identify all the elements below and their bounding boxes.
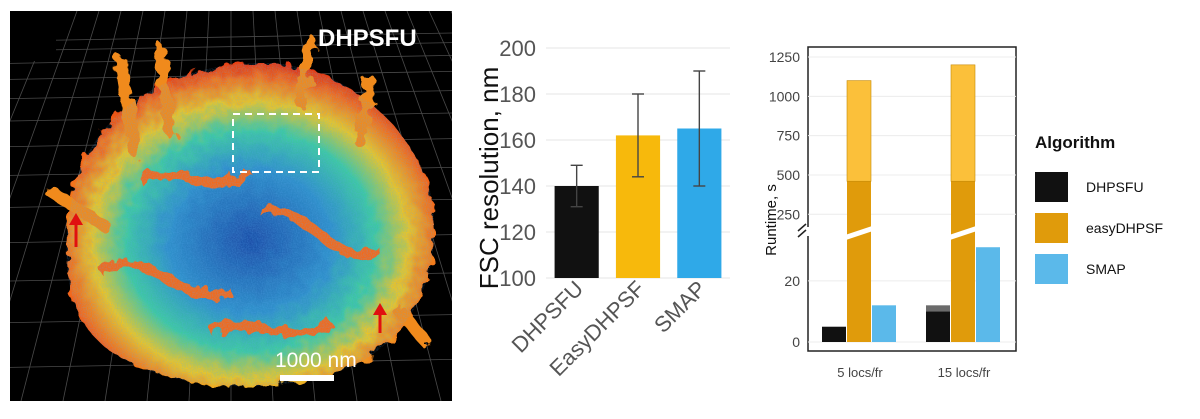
microscopy-image-panel: DHPSFU 1000 nm (10, 11, 452, 401)
runtime-bar-dhpsfu (822, 326, 846, 342)
microscopy-image (10, 11, 452, 401)
legend-item-dhpsfu: DHPSFU (1035, 169, 1195, 205)
fsc-y-tick-label: 200 (499, 36, 536, 61)
runtime-bar-easydhpsf-top (950, 64, 976, 182)
runtime-bar-easydhpsf-top (846, 80, 872, 182)
legend-label-easydhpsf: easyDHPSF (1086, 220, 1164, 236)
runtime-y-tick-label: 20 (784, 273, 800, 289)
red-arrow-right (373, 303, 387, 333)
algorithm-legend: Algorithm DHPSFU easyDHPSF SMAP (1035, 133, 1195, 292)
legend-label-dhpsfu: DHPSFU (1086, 179, 1144, 195)
runtime-bar-easydhpsf-upper (847, 181, 871, 236)
runtime-bar-dhpsfu-extra (926, 305, 950, 312)
fsc-x-tick-label: SMAP (649, 276, 711, 338)
scale-bar-label: 1000 nm (275, 349, 357, 372)
y-axis-break-mark (797, 223, 807, 238)
legend-label-smap: SMAP (1086, 261, 1126, 277)
runtime-y-tick-label: 500 (777, 167, 801, 183)
fsc-y-axis-label: FSC resolution, nm (474, 67, 504, 290)
scale-bar (280, 375, 334, 381)
fsc-y-tick-label: 100 (499, 266, 536, 291)
legend-swatch-dhpsfu (1035, 172, 1068, 202)
fsc-y-tick-label: 180 (499, 82, 536, 107)
runtime-y-tick-label: 0 (792, 334, 800, 350)
legend-title: Algorithm (1035, 133, 1116, 152)
runtime-bar-dhpsfu (926, 311, 950, 342)
runtime-bar-easydhpsf-upper (951, 181, 975, 236)
fsc-y-tick-label: 160 (499, 128, 536, 153)
runtime-y-tick-label: 250 (777, 206, 801, 222)
runtime-x-tick-label: 15 locs/fr (938, 365, 991, 380)
runtime-bar-smap (976, 247, 1000, 342)
runtime-bar-smap (872, 305, 896, 342)
runtime-bar-easydhpsf-lower (847, 233, 871, 342)
runtime-x-tick-label: 5 locs/fr (837, 365, 883, 380)
axis-break-mark (947, 225, 979, 241)
legend-swatch-easydhpsf (1035, 213, 1068, 243)
runtime-y-tick-label: 1000 (769, 88, 800, 104)
runtime-y-tick-label: 750 (777, 128, 801, 144)
runtime-y-tick-label: 1250 (769, 49, 800, 65)
image-label: DHPSFU (318, 25, 417, 52)
red-arrow-left (69, 213, 83, 247)
zoom-region-box (232, 113, 320, 173)
legend-item-easydhpsf: easyDHPSF (1035, 210, 1195, 246)
fsc-y-tick-label: 140 (499, 174, 536, 199)
legend-swatch-smap (1035, 254, 1068, 284)
runtime-y-axis-label: Runtime, s (763, 184, 780, 256)
legend-item-smap: SMAP (1035, 251, 1195, 287)
fsc-y-tick-label: 120 (499, 220, 536, 245)
runtime-bar-easydhpsf-lower (951, 233, 975, 342)
axis-break-mark (843, 225, 875, 241)
